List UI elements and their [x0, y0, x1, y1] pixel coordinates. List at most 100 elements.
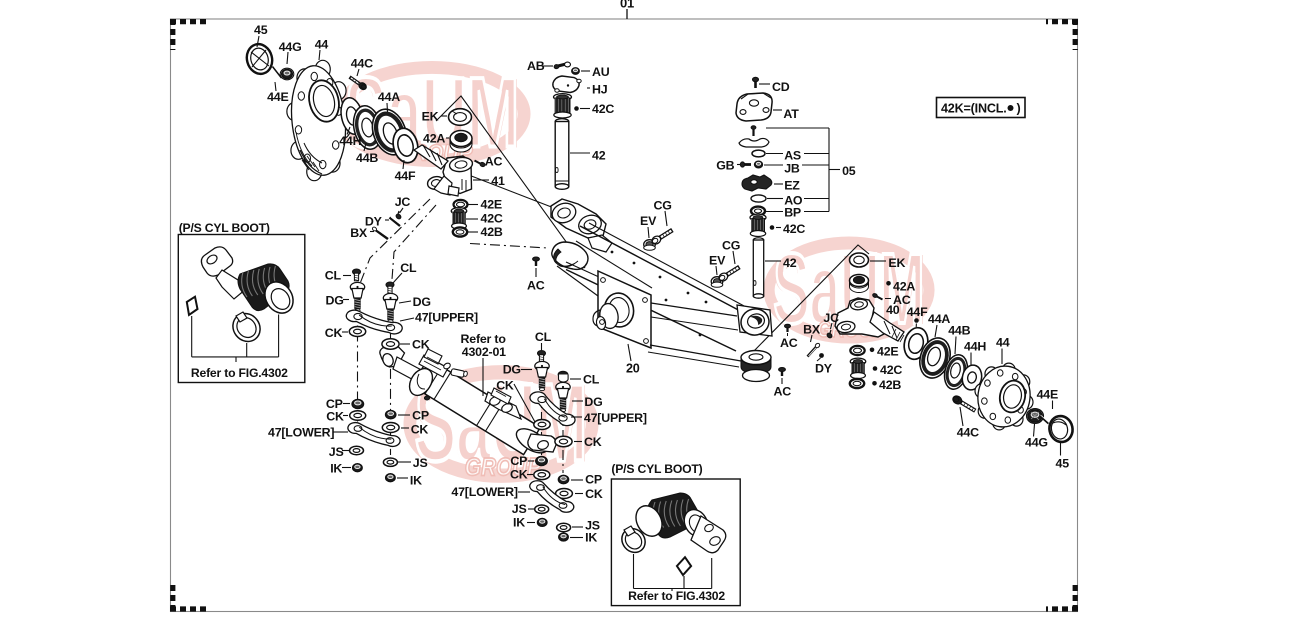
svg-text:47[LOWER]: 47[LOWER]	[268, 425, 334, 439]
svg-text:42C: 42C	[880, 363, 902, 377]
svg-text:CG: CG	[654, 199, 672, 213]
svg-text:CK: CK	[326, 409, 344, 423]
svg-text:GB: GB	[716, 159, 734, 173]
svg-text:DY: DY	[815, 362, 833, 376]
svg-text:IK: IK	[410, 474, 422, 488]
svg-text:CK: CK	[412, 337, 430, 351]
svg-text:44E: 44E	[1037, 388, 1058, 402]
svg-text:(P/S CYL BOOT): (P/S CYL BOOT)	[179, 221, 270, 235]
svg-text:42A: 42A	[893, 279, 915, 293]
svg-text:42B: 42B	[481, 225, 503, 239]
svg-text:42E: 42E	[481, 198, 502, 212]
svg-text:44B: 44B	[948, 324, 970, 338]
svg-text:44E: 44E	[267, 90, 288, 104]
svg-text:JS: JS	[413, 456, 428, 470]
svg-text:CK: CK	[584, 435, 602, 449]
svg-text:AB: AB	[527, 59, 545, 73]
svg-text:JS: JS	[585, 519, 600, 533]
svg-text:Refer to: Refer to	[461, 332, 507, 346]
svg-text:47[UPPER]: 47[UPPER]	[584, 411, 647, 425]
svg-text:47[LOWER]: 47[LOWER]	[451, 485, 517, 499]
svg-text:): )	[1017, 102, 1021, 116]
svg-text:Refer to FIG.4302: Refer to FIG.4302	[628, 589, 725, 603]
svg-text:CK: CK	[510, 468, 528, 482]
svg-text:CP: CP	[585, 473, 602, 487]
svg-text:EK: EK	[888, 256, 905, 270]
svg-text:42B: 42B	[879, 378, 901, 392]
svg-text:EV: EV	[640, 214, 657, 228]
svg-text:DG: DG	[503, 363, 521, 377]
svg-text:47[UPPER]: 47[UPPER]	[415, 311, 478, 325]
svg-text:42E: 42E	[877, 345, 898, 359]
svg-text:DG: DG	[326, 294, 344, 308]
svg-text:JB: JB	[784, 161, 800, 175]
svg-text:AU: AU	[592, 65, 610, 79]
svg-text:AC: AC	[780, 336, 798, 350]
svg-text:EK: EK	[422, 110, 439, 124]
svg-text:44F: 44F	[395, 169, 416, 183]
svg-text:AS: AS	[784, 149, 801, 163]
svg-text:CP: CP	[510, 454, 527, 468]
svg-text:IK: IK	[330, 462, 342, 476]
svg-text:CK: CK	[325, 326, 343, 340]
svg-text:44B: 44B	[356, 151, 378, 165]
svg-text:42: 42	[592, 149, 606, 163]
svg-text:AC: AC	[485, 155, 503, 169]
svg-text:EZ: EZ	[784, 179, 800, 193]
svg-text:IK: IK	[513, 516, 525, 530]
svg-text:CD: CD	[772, 80, 790, 94]
svg-text:DG: DG	[584, 395, 602, 409]
svg-text:CK: CK	[411, 423, 429, 437]
svg-text:42C: 42C	[783, 222, 805, 236]
svg-text:CK: CK	[496, 379, 514, 393]
svg-text:44: 44	[315, 37, 329, 51]
svg-text:JC: JC	[823, 311, 839, 325]
svg-text:BP: BP	[784, 206, 801, 220]
svg-text:45: 45	[254, 23, 268, 37]
svg-text:CL: CL	[535, 330, 552, 344]
svg-text:AT: AT	[783, 107, 799, 121]
svg-text:44A: 44A	[928, 312, 950, 326]
svg-text:DG: DG	[413, 295, 431, 309]
svg-text:41: 41	[491, 174, 505, 188]
svg-text:CK: CK	[585, 487, 603, 501]
svg-text:42K=(INCL.: 42K=(INCL.	[941, 102, 1007, 116]
svg-text:42C: 42C	[481, 212, 503, 226]
svg-text:40: 40	[886, 303, 900, 317]
svg-text:01: 01	[620, 0, 634, 11]
svg-text:JS: JS	[329, 445, 344, 459]
svg-text:GROUP: GROUP	[465, 454, 541, 483]
svg-text:AC: AC	[774, 385, 792, 399]
svg-text:44G: 44G	[1025, 436, 1048, 450]
svg-text:BX: BX	[803, 323, 821, 337]
svg-text:CL: CL	[583, 373, 600, 387]
svg-text:42C: 42C	[592, 102, 614, 116]
svg-text:4302-01: 4302-01	[462, 345, 506, 359]
svg-text:(P/S CYL BOOT): (P/S CYL BOOT)	[611, 462, 702, 476]
svg-text:CL: CL	[400, 261, 417, 275]
svg-text:CG: CG	[722, 239, 740, 253]
svg-text:CL: CL	[325, 269, 342, 283]
svg-text:AC: AC	[893, 293, 911, 307]
svg-text:44G: 44G	[279, 40, 302, 54]
svg-text:44C: 44C	[957, 425, 979, 439]
svg-text:JC: JC	[395, 195, 411, 209]
svg-text:Refer to FIG.4302: Refer to FIG.4302	[191, 366, 288, 380]
svg-text:CP: CP	[412, 409, 429, 423]
svg-text:44H: 44H	[339, 134, 361, 148]
svg-text:JS: JS	[512, 502, 527, 516]
svg-text:CP: CP	[326, 397, 343, 411]
svg-text:05: 05	[842, 164, 856, 178]
svg-text:IK: IK	[585, 531, 597, 545]
svg-text:44F: 44F	[907, 305, 928, 319]
svg-text:42A: 42A	[423, 131, 445, 145]
svg-text:45: 45	[1056, 456, 1070, 470]
svg-text:44: 44	[996, 336, 1010, 350]
svg-text:HJ: HJ	[592, 83, 608, 97]
svg-text:DY: DY	[365, 215, 383, 229]
svg-text:44A: 44A	[378, 90, 400, 104]
svg-text:AC: AC	[527, 279, 545, 293]
svg-text:20: 20	[626, 362, 640, 376]
svg-text:AO: AO	[784, 193, 803, 207]
svg-text:BX: BX	[350, 226, 368, 240]
